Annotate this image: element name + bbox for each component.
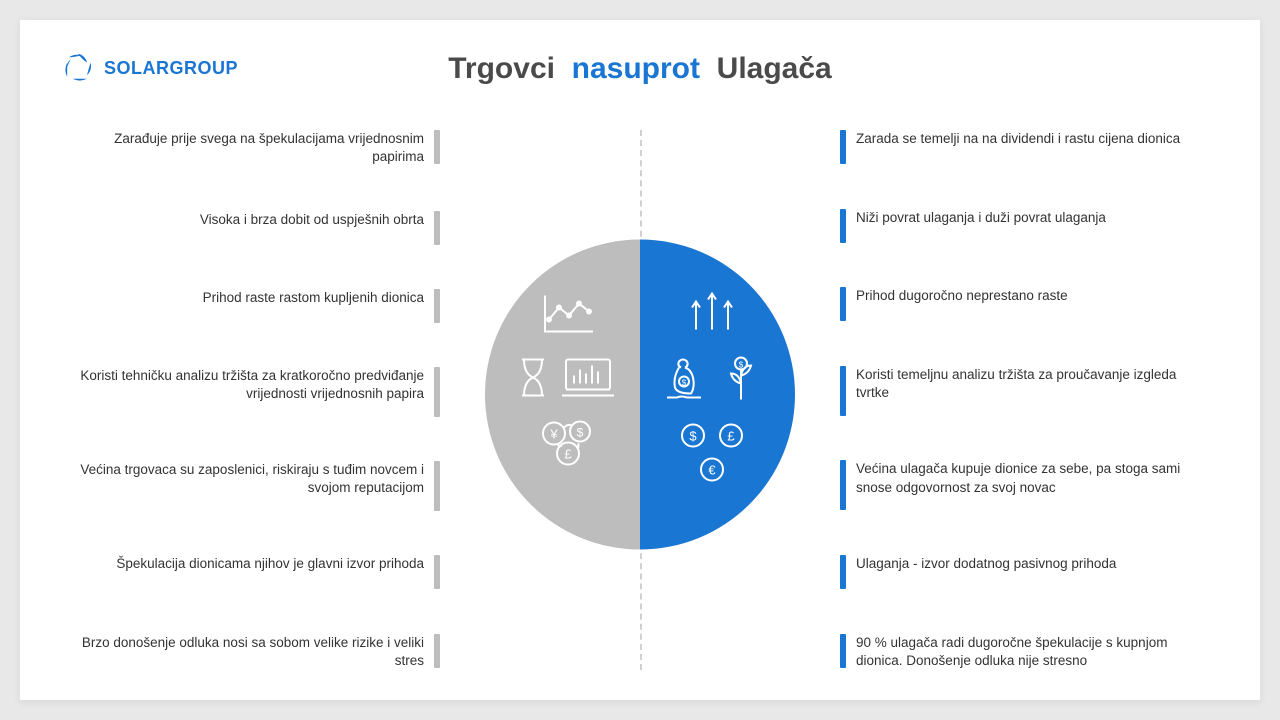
center-circle: ¥ $ £ $ [485,240,795,550]
growth-plant-icon: $ [721,354,761,404]
list-item: Zarađuje prije svega na špekulacijama vr… [70,130,440,166]
arrows-up-icon [682,290,742,336]
bullet-bar [840,130,846,164]
svg-text:$: $ [682,379,687,388]
item-text: Većina ulagača kupuje dionice za sebe, p… [856,460,1210,496]
bullet-bar [840,460,846,510]
item-text: Niži povrat ulaganja i duži povrat ulaga… [856,209,1106,227]
bullet-bar [434,289,440,323]
svg-text:£: £ [564,447,572,462]
item-text: Zarada se temelji na na dividendi i rast… [856,130,1180,148]
item-text: Koristi temeljnu analizu tržišta za prou… [856,366,1210,402]
bullet-bar [434,634,440,668]
svg-text:¥: ¥ [549,427,558,442]
svg-text:€: € [708,463,716,478]
bullet-bar [840,555,846,589]
list-item: Brzo donošenje odluka nosi sa sobom veli… [70,634,440,670]
coin-euro-icon: € [698,456,726,484]
coin-dollar-icon: $ [679,422,707,450]
title-middle: nasuprot [572,52,700,85]
item-text: Prihod dugoročno neprestano raste [856,287,1068,305]
bullet-bar [840,634,846,668]
title-right: Ulagača [717,52,832,85]
item-text: Brzo donošenje odluka nosi sa sobom veli… [70,634,424,670]
item-text: Visoka i brza dobit od uspješnih obrta [200,211,424,229]
page-title: Trgovci nasuprot Ulagača [20,52,1260,86]
list-item: Prihod dugoročno neprestano raste [840,287,1210,321]
item-text: 90 % ulagača radi dugoročne špekulacije … [856,634,1210,670]
left-column: Zarađuje prije svega na špekulacijama vr… [70,130,440,670]
slide: SOLARGROUP Trgovci nasuprot Ulagača Zara… [20,20,1260,700]
bullet-bar [434,130,440,164]
list-item: Zarada se temelji na na dividendi i rast… [840,130,1210,164]
title-left: Trgovci [448,52,555,85]
item-text: Koristi tehničku analizu tržišta za krat… [70,367,424,403]
trader-icons: ¥ $ £ [513,290,623,468]
currency-exchange-icon: ¥ $ £ [536,418,600,468]
right-column: Zarada se temelji na na dividendi i rast… [840,130,1210,670]
list-item: Većina ulagača kupuje dionice za sebe, p… [840,460,1210,510]
list-item: Prihod raste rastom kupljenih dionica [70,289,440,323]
investor-icons: $ $ $ £ € [657,290,767,484]
list-item: Niži povrat ulaganja i duži povrat ulaga… [840,209,1210,243]
svg-text:$: $ [739,361,744,370]
list-item: Većina trgovaca su zaposlenici, riskiraj… [70,461,440,511]
svg-text:$: $ [577,426,584,440]
laptop-chart-icon [558,356,618,400]
item-text: Ulaganja - izvor dodatnog pasivnog priho… [856,555,1116,573]
bullet-bar [434,211,440,245]
bullet-bar [434,461,440,511]
item-text: Prihod raste rastom kupljenih dionica [203,289,424,307]
svg-text:$: $ [689,429,697,444]
hourglass-icon [518,356,548,400]
item-text: Špekulacija dionicama njihov je glavni i… [116,555,424,573]
item-text: Zarađuje prije svega na špekulacijama vr… [70,130,424,166]
list-item: Koristi tehničku analizu tržišta za krat… [70,367,440,417]
list-item: 90 % ulagača radi dugoročne špekulacije … [840,634,1210,670]
content-area: Zarađuje prije svega na špekulacijama vr… [20,130,1260,690]
item-text: Većina trgovaca su zaposlenici, riskiraj… [70,461,424,497]
list-item: Koristi temeljnu analizu tržišta za prou… [840,366,1210,416]
svg-text:£: £ [727,429,735,444]
bullet-bar [840,366,846,416]
bullet-bar [434,555,440,589]
coin-pound-icon: £ [717,422,745,450]
bullet-bar [434,367,440,417]
bullet-bar [840,287,846,321]
chart-line-icon [539,290,597,338]
bullet-bar [840,209,846,243]
money-bag-hand-icon: $ [663,354,711,404]
list-item: Ulaganja - izvor dodatnog pasivnog priho… [840,555,1210,589]
list-item: Visoka i brza dobit od uspješnih obrta [70,211,440,245]
list-item: Špekulacija dionicama njihov je glavni i… [70,555,440,589]
